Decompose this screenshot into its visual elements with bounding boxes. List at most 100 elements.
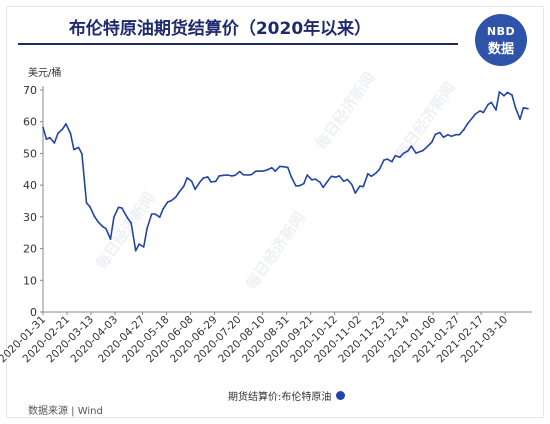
data-point (45, 138, 48, 140)
y-tick-label: 0 (30, 306, 37, 319)
data-point (210, 181, 212, 183)
data-point (69, 132, 72, 135)
data-point (170, 199, 172, 202)
data-point (226, 174, 228, 176)
data-point (327, 180, 329, 182)
data-point (218, 175, 220, 177)
data-point (77, 146, 80, 149)
logo-text-top: NBD (486, 25, 516, 38)
logo-text-bottom: 数据 (487, 42, 514, 57)
data-point (105, 227, 107, 230)
data-point (431, 141, 433, 143)
data-point (351, 183, 353, 186)
data-point (370, 175, 373, 178)
data-point (162, 208, 164, 210)
data-point (202, 177, 204, 179)
data-point (338, 175, 341, 177)
data-point (113, 216, 115, 218)
data-point (73, 148, 75, 151)
chart-title: 布伦特原油期货结算价（2020年以来） (68, 19, 372, 39)
data-point (311, 179, 313, 181)
data-point (121, 207, 123, 209)
data-point (319, 181, 321, 183)
data-point (335, 176, 337, 178)
data-point (519, 118, 521, 120)
data-point (247, 174, 249, 176)
legend-marker-icon (336, 391, 346, 400)
data-point (174, 196, 177, 198)
data-point (282, 165, 285, 168)
title-underline (18, 43, 458, 45)
data-point (482, 111, 485, 114)
series-line-brent (42, 91, 529, 252)
data-point (101, 225, 104, 228)
data-point (150, 213, 153, 215)
data-point (383, 159, 385, 161)
data-point (471, 117, 473, 119)
chart-legend: 期货结算价:布伦特原油 (228, 388, 346, 403)
data-point (266, 169, 269, 171)
data-point (290, 175, 293, 178)
data-point (89, 205, 91, 208)
data-point (466, 123, 469, 125)
data-point (425, 146, 428, 149)
data-point (367, 172, 369, 175)
data-point (49, 136, 51, 139)
data-point (447, 133, 449, 136)
data-point (463, 128, 465, 131)
data-point (166, 201, 169, 203)
data-point (263, 170, 265, 172)
data-point (514, 106, 517, 109)
data-point (394, 154, 397, 157)
data-point (146, 227, 148, 230)
data-point (279, 165, 281, 168)
data-point (274, 170, 277, 172)
data-point (487, 103, 489, 106)
y-tick-label: 30 (23, 211, 37, 224)
data-point (362, 185, 365, 188)
data-point (85, 202, 88, 204)
data-point (295, 185, 297, 187)
data-point (186, 177, 188, 179)
data-point (442, 136, 445, 139)
data-point (81, 152, 83, 155)
data-point (178, 191, 180, 193)
data-point (422, 149, 424, 152)
data-point (343, 180, 345, 183)
data-point (522, 107, 525, 109)
data-point (407, 150, 409, 152)
legend-label: 期货结算价:布伦特原油 (228, 392, 332, 403)
data-point (154, 213, 156, 215)
data-point (134, 250, 137, 252)
data-point (93, 215, 96, 218)
data-point (474, 113, 477, 115)
data-point (42, 126, 44, 129)
data-point (415, 152, 417, 154)
data-point (242, 173, 244, 176)
data-point (230, 175, 233, 177)
data-point (322, 186, 325, 189)
data-point (214, 180, 217, 183)
data-point (206, 176, 209, 178)
data-point (527, 107, 529, 110)
y-tick-label: 50 (23, 147, 37, 160)
data-point (182, 185, 185, 188)
data-point (306, 174, 309, 176)
data-point (287, 166, 289, 169)
data-point (346, 178, 349, 181)
data-source: 数据来源 | Wind (28, 406, 103, 417)
data-point (434, 133, 437, 136)
data-point (490, 101, 493, 104)
data-point (97, 220, 99, 223)
y-tick-label: 10 (23, 274, 37, 287)
data-point (511, 94, 513, 96)
data-point (495, 109, 497, 111)
chart-frame (6, 6, 544, 418)
data-point (391, 160, 393, 163)
data-point (138, 243, 140, 245)
data-point (198, 181, 201, 184)
data-point (126, 217, 129, 219)
data-point (375, 172, 377, 174)
data-point (402, 152, 405, 155)
